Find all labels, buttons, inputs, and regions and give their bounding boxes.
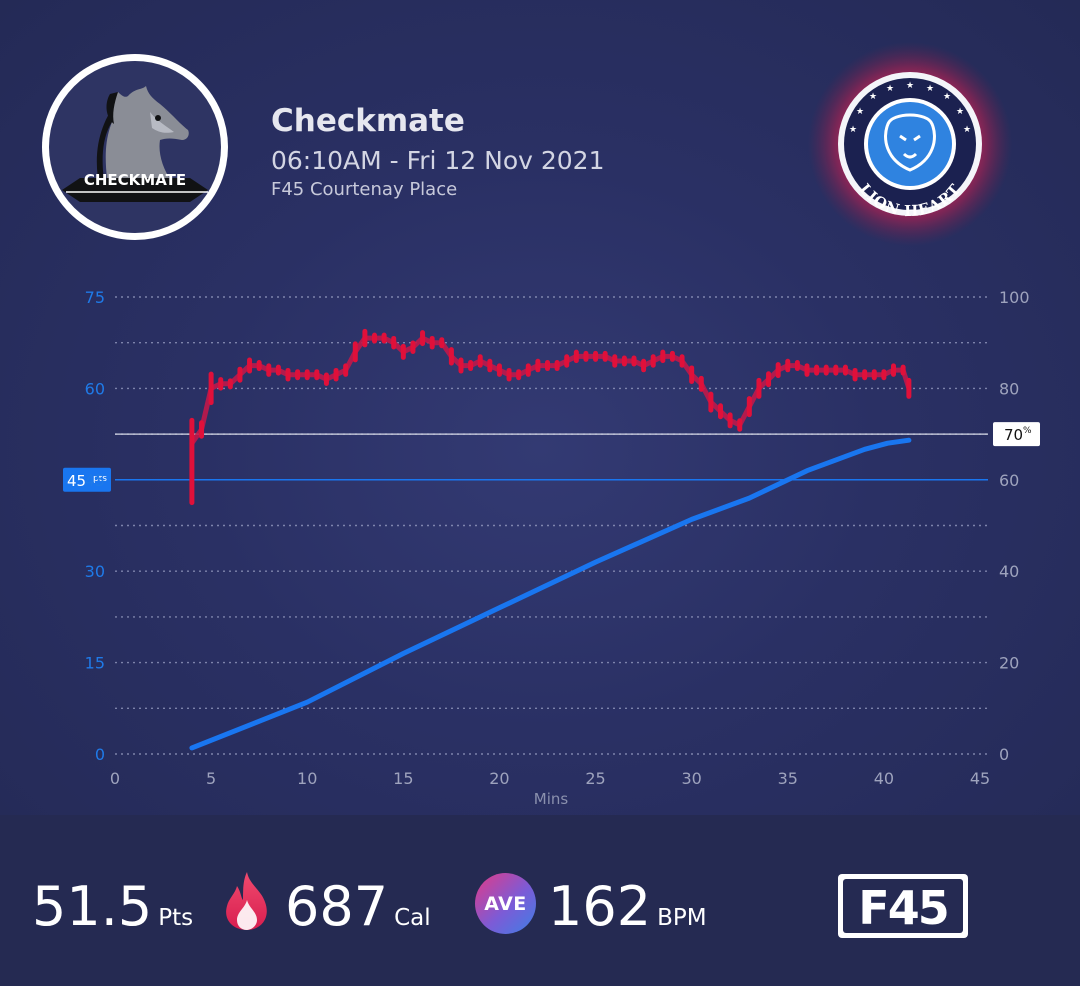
y-left-tick-label: 0 bbox=[95, 745, 105, 764]
svg-text:★: ★ bbox=[886, 84, 894, 94]
svg-text:★: ★ bbox=[956, 107, 964, 117]
x-tick-label: 25 bbox=[585, 769, 605, 788]
target-badge bbox=[63, 467, 111, 492]
bpm-value: 162 bbox=[548, 875, 652, 938]
y-right-tick-label: 40 bbox=[999, 562, 1019, 581]
bpm-stat: 162 BPM bbox=[548, 875, 707, 939]
flame-icon bbox=[226, 872, 267, 930]
svg-text:★: ★ bbox=[963, 125, 971, 135]
calories-unit: Cal bbox=[394, 905, 431, 931]
y-right-tick-label: 20 bbox=[999, 654, 1019, 673]
lion-heart-logo: ★★ ★ ★ ★★ ★★ ★ LION HEART bbox=[808, 42, 1012, 246]
target-label: 45 bbox=[67, 472, 86, 490]
f45-logo: F45 bbox=[838, 874, 968, 938]
x-tick-label: 0 bbox=[110, 769, 120, 788]
threshold-badge bbox=[993, 422, 1040, 447]
svg-text:★: ★ bbox=[906, 81, 914, 91]
y-left-tick-label: 60 bbox=[85, 379, 105, 398]
y-right-tick-label: 0 bbox=[999, 745, 1009, 764]
x-tick-label: 40 bbox=[874, 769, 894, 788]
svg-text:★: ★ bbox=[943, 92, 951, 102]
chart-reference-lines: 70 %45 pts bbox=[63, 422, 1040, 492]
x-tick-label: 5 bbox=[206, 769, 216, 788]
checkmate-logo-text: CHECKMATE bbox=[84, 171, 186, 189]
session-datetime: 06:10AM - Fri 12 Nov 2021 bbox=[271, 146, 605, 175]
f45-logo-text: F45 bbox=[858, 881, 947, 935]
y-right-tick-label: 60 bbox=[999, 471, 1019, 490]
team-name: Checkmate bbox=[271, 103, 465, 139]
chart-axes: 0 15 30 45 60 75 0 20 40 60 80 100 0 5 10 15 20 25 30 35 40 4… bbox=[85, 288, 1030, 788]
y-left-tick-label: 15 bbox=[85, 654, 105, 673]
svg-text:★: ★ bbox=[856, 107, 864, 117]
svg-text:★: ★ bbox=[849, 125, 857, 135]
points-value: 51.5 bbox=[32, 875, 153, 938]
y-right-tick-label: 80 bbox=[999, 379, 1019, 398]
points-stat: 51.5 Pts bbox=[32, 875, 193, 939]
points-line bbox=[189, 437, 912, 751]
session-location: F45 Courtenay Place bbox=[271, 179, 458, 200]
threshold-label: 70 bbox=[1004, 426, 1023, 444]
x-axis-label: Mins bbox=[534, 790, 569, 808]
y-right-tick-label: 100 bbox=[999, 288, 1030, 307]
y-left-tick-label: 45 bbox=[85, 471, 105, 490]
y-left-tick-label: 75 bbox=[85, 288, 105, 307]
svg-text:★: ★ bbox=[926, 84, 934, 94]
x-tick-label: 15 bbox=[393, 769, 413, 788]
calories-stat: 687 Cal bbox=[285, 875, 431, 939]
threshold-unit: % bbox=[1023, 426, 1032, 436]
bpm-unit: BPM bbox=[657, 905, 707, 931]
checkmate-logo: CHECKMATE bbox=[42, 54, 228, 240]
svg-text:★: ★ bbox=[869, 92, 877, 102]
x-tick-label: 30 bbox=[681, 769, 701, 788]
target-unit: pts bbox=[93, 474, 107, 484]
ave-badge: AVE bbox=[475, 873, 536, 934]
x-tick-label: 10 bbox=[297, 769, 317, 788]
x-tick-label: 45 bbox=[970, 769, 990, 788]
calories-value: 687 bbox=[285, 875, 389, 938]
x-tick-label: 20 bbox=[489, 769, 509, 788]
chart-series bbox=[189, 328, 912, 751]
points-unit: Pts bbox=[158, 905, 194, 931]
y-left-tick-label: 30 bbox=[85, 562, 105, 581]
heart-rate-line bbox=[189, 335, 912, 446]
x-tick-label: 35 bbox=[778, 769, 798, 788]
